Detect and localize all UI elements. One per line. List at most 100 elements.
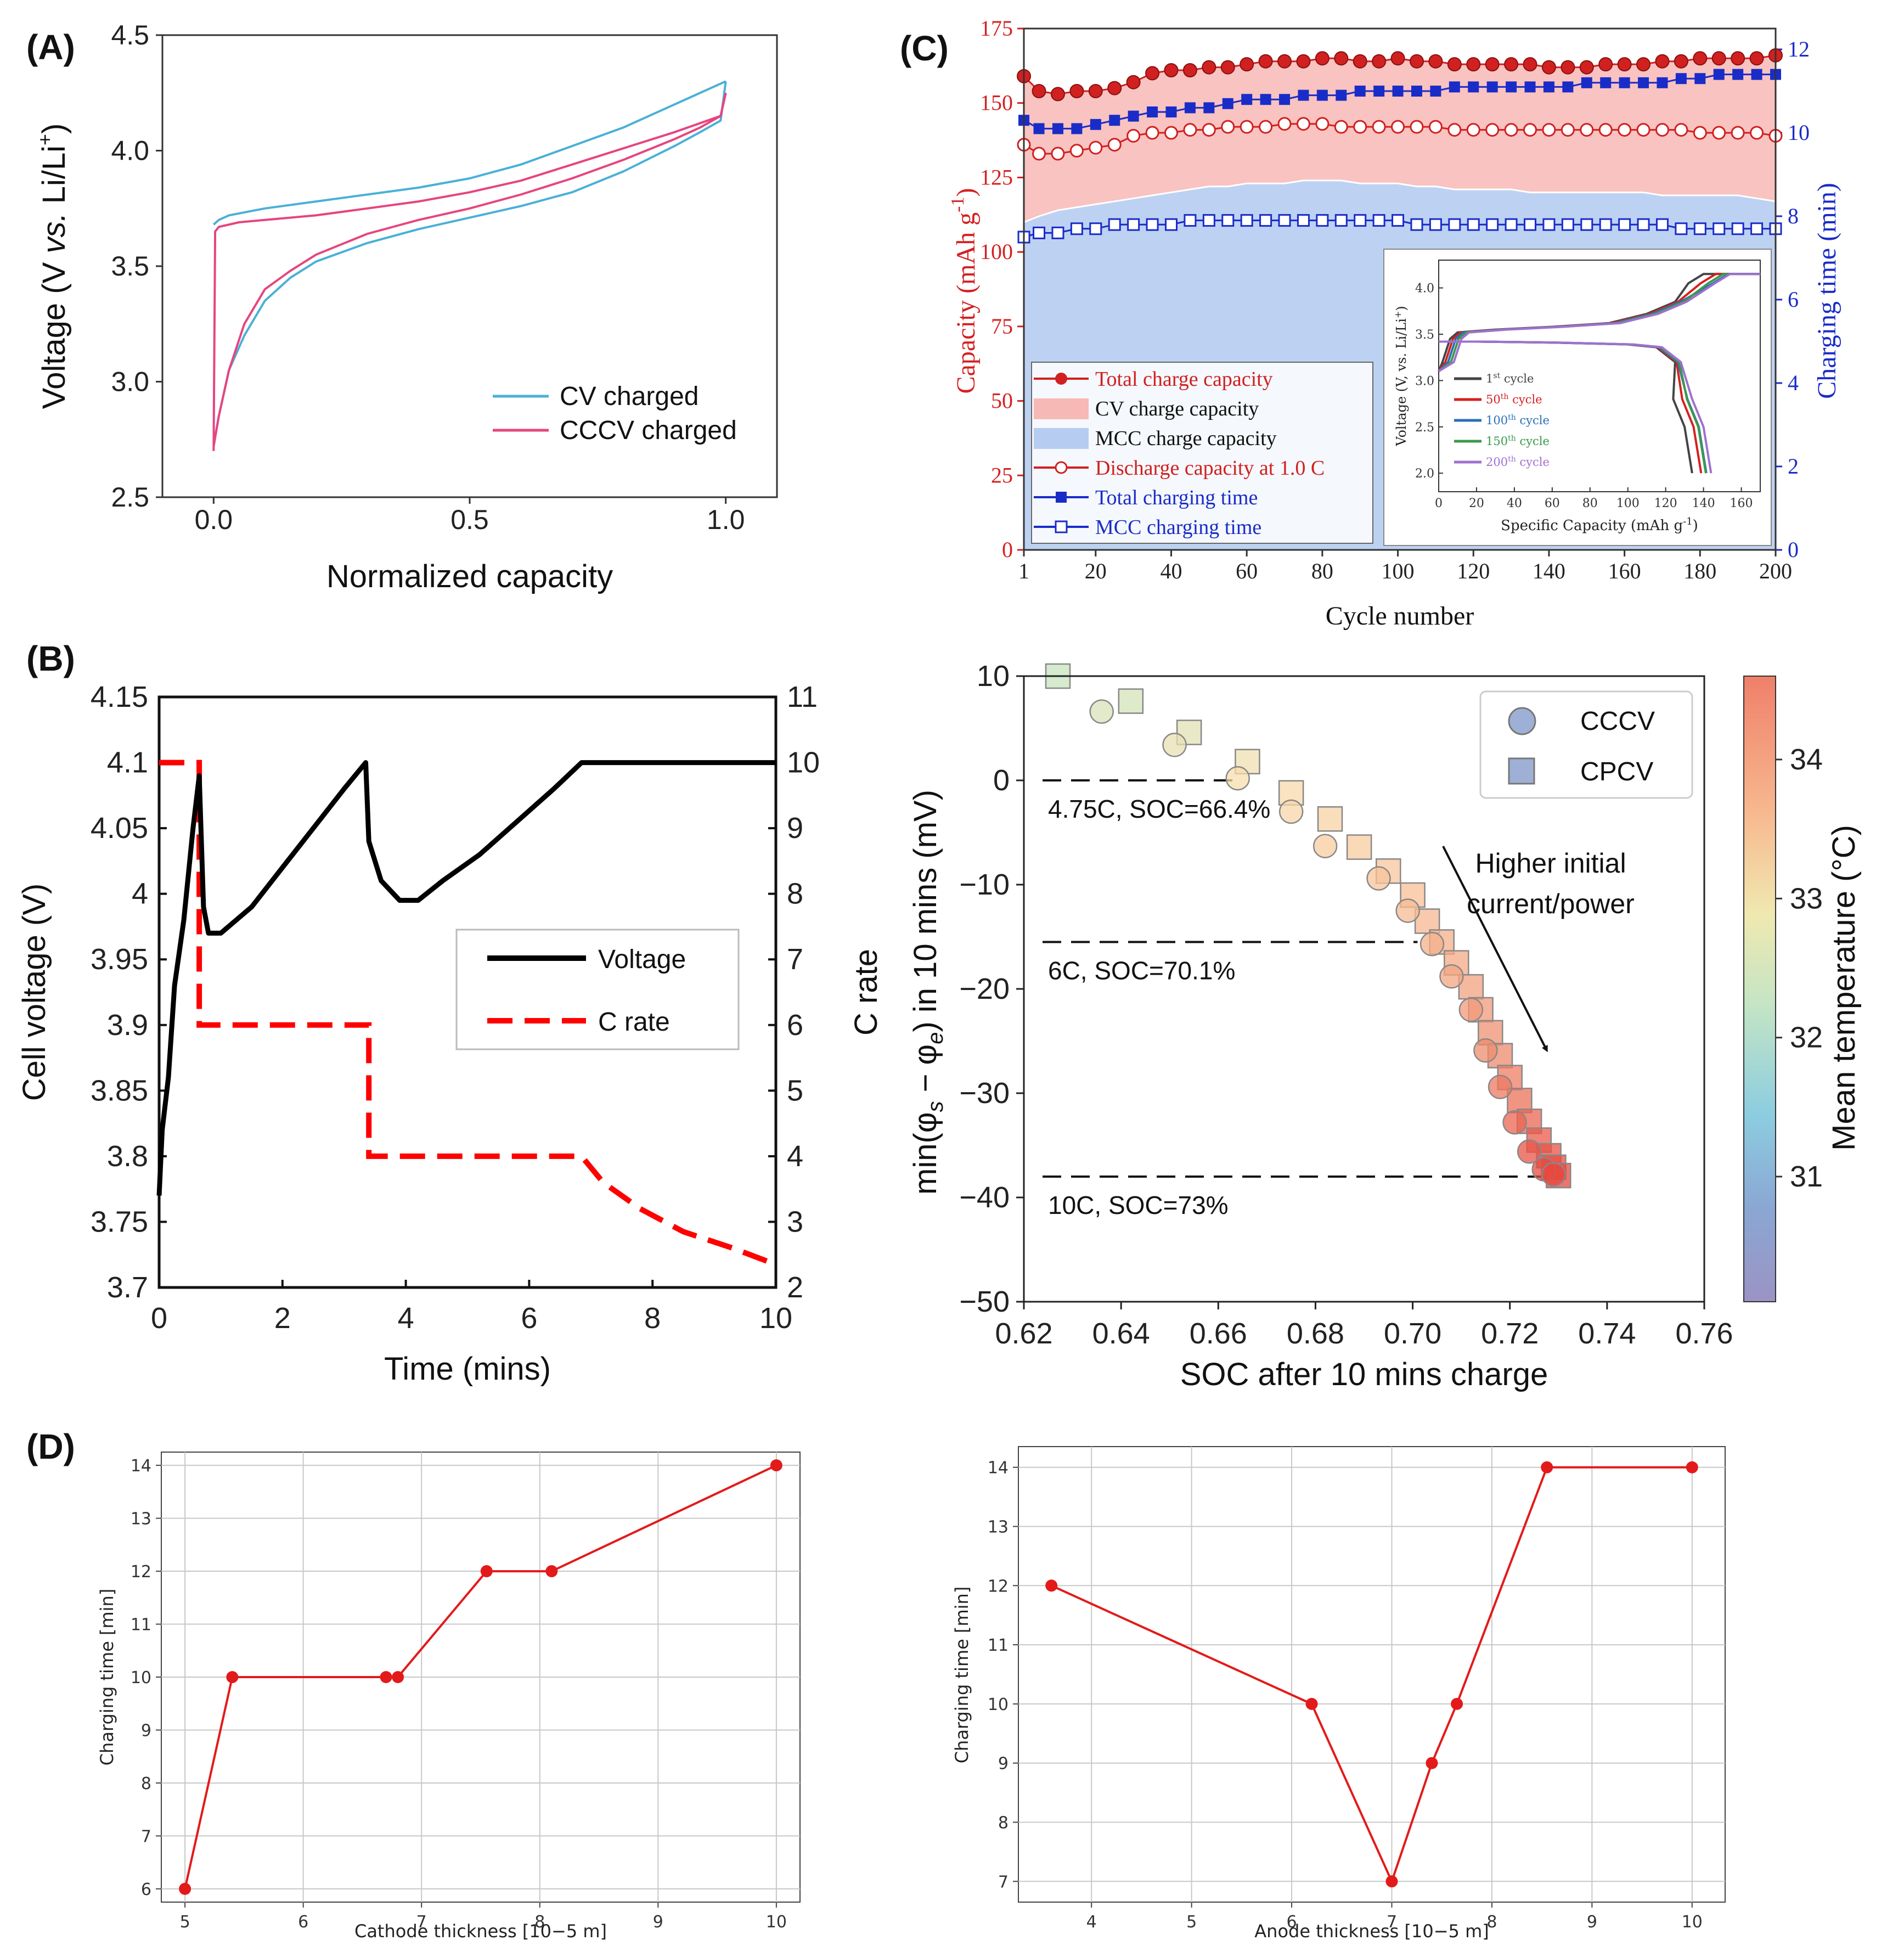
panel-a-series-cv-discharge (212, 81, 727, 447)
legend-label-voltage: Voltage (598, 945, 686, 974)
panel-c-point-discharge (1428, 120, 1443, 134)
panel-c-point-discharge (1712, 126, 1726, 140)
panel-c-ytick-label: 0 (1002, 537, 1013, 562)
panel-d-right-ytick-label: 7 (998, 1872, 1009, 1892)
panel-c-point-discharge (1410, 120, 1424, 134)
panel-c-point-total-time (1657, 77, 1668, 88)
scatter-point-cccv (1439, 964, 1464, 989)
panel-c-point-total-charge (1523, 57, 1537, 72)
panel-b-y2tick-label: 7 (787, 943, 803, 976)
panel-d-left-ytick-label: 10 (131, 1668, 151, 1688)
panel-d-left-xtick-label: 7 (416, 1913, 427, 1932)
scatter-point-cccv (1162, 733, 1187, 757)
panel-c-xtick-label: 140 (1533, 559, 1565, 583)
panel-c-point-total-time (1165, 106, 1177, 117)
panel-d-right-ytick-label: 14 (988, 1459, 1009, 1478)
scatter-point-cccv (1488, 1075, 1513, 1099)
panel-c-lines (1017, 48, 1783, 244)
panel-c-xtick-label: 80 (1311, 559, 1333, 583)
panel-b-y2tick-label: 3 (787, 1205, 803, 1238)
inset-xtick-label: 40 (1507, 497, 1522, 510)
panel-c-point-mcc-time (1693, 222, 1706, 235)
scatter-point-cccv (1419, 932, 1445, 957)
panel-c-xtick-label: 60 (1236, 559, 1258, 583)
panel-d-right-xtick-label: 8 (1486, 1913, 1497, 1932)
colorbar-tick-label: 32 (1790, 1021, 1823, 1054)
panel-c-point-total-charge (1409, 54, 1424, 69)
scatter-legend: CCCV CPCV (1479, 690, 1693, 799)
panel-c-point-mcc-time (1505, 218, 1518, 231)
panel-c-point-discharge (1466, 123, 1480, 137)
panel-d-left-ytick-label: 9 (141, 1721, 151, 1740)
panel-d-right-xlabel: Anode thickness [10−5 m] (1254, 1921, 1489, 1942)
panel-c-ytick-label: 125 (980, 165, 1013, 189)
panel-c-legend-label: Total charge capacity (1095, 368, 1273, 391)
scatter-point-cccv (1225, 766, 1250, 791)
panel-c-point-discharge (1334, 120, 1348, 134)
panel-c-point-total-charge (1485, 57, 1500, 72)
scatter-annotation-label: 4.75C, SOC=66.4% (1048, 795, 1270, 823)
scatter-ytick-label: −50 (959, 1285, 1010, 1318)
panel-d-right-ytick-label: 13 (988, 1518, 1009, 1537)
scatter-xtick-label: 0.76 (1675, 1317, 1733, 1350)
inset-xtick-label: 80 (1582, 497, 1598, 510)
scatter-xtick-label: 0.72 (1481, 1317, 1539, 1350)
panel-c-point-discharge (1731, 126, 1745, 140)
panel-b-ylabel: Cell voltage (V) (16, 884, 52, 1101)
panel-c-point-discharge (1221, 120, 1235, 134)
scatter-frame (1023, 675, 1705, 1303)
panel-c-point-mcc-time (1033, 226, 1046, 239)
scatter-point-cccv (1473, 1038, 1498, 1063)
panel-c-point-total-charge (1390, 51, 1405, 66)
legend-label-crate: C rate (598, 1008, 670, 1037)
panel-c-point-mcc-time (1448, 218, 1461, 231)
panel-c-point-total-time (1506, 81, 1517, 93)
panel-d-left-xtick-label: 6 (298, 1913, 308, 1932)
panel-c-point-mcc-time (1334, 214, 1348, 227)
panel-d-left-series-point (226, 1671, 239, 1683)
panel-c-point-total-time (1222, 98, 1233, 109)
panel-d-right-xtick-label: 9 (1587, 1913, 1597, 1932)
panel-b-ytick-label: 3.9 (107, 1009, 148, 1042)
panel-c-ytick-label: 75 (991, 314, 1013, 339)
panel-d-right-series-point (1426, 1757, 1438, 1769)
panel-c-point-total-charge (1466, 57, 1481, 72)
panel-c-point-discharge (1485, 123, 1500, 137)
panel-c-point-discharge (1202, 123, 1216, 137)
inset-ylabel: Voltage (V, vs. Li/Li+) (1393, 306, 1409, 446)
panel-d-left-series-point (770, 1459, 782, 1472)
panel-c-point-total-charge (1088, 84, 1103, 98)
inset-ytick-label: 2.0 (1415, 467, 1434, 481)
panel-c-y2tick-label: 4 (1788, 370, 1799, 395)
panel-c-point-total-charge (1145, 66, 1160, 81)
panel-c-point-discharge (1655, 123, 1669, 137)
inset-legend-label: 100th cycle (1486, 413, 1550, 427)
panel-b-ytick-label: 3.7 (107, 1271, 148, 1304)
colorbar-tick-label: 34 (1790, 743, 1823, 776)
panel-d-right-series-point (1385, 1875, 1398, 1888)
panel-c-point-total-charge (1447, 57, 1462, 72)
panel-c-xtick-label: 100 (1382, 559, 1415, 583)
panel-c-point-discharge (1636, 123, 1650, 137)
panel-c-point-total-time (1354, 86, 1366, 97)
panel-c-legend-label: MCC charge capacity (1095, 427, 1277, 450)
panel-c-point-total-charge (1693, 51, 1708, 66)
panel-c-area-boundary (1023, 179, 1776, 223)
panel-b-ticks: 0 2 4 6 8 10 3.7 3.75 3.8 3.85 3.9 3.95 4 4.05 4.1 4.15… (91, 680, 820, 1335)
inset-legend-label: 50th cycle (1486, 392, 1542, 406)
panel-c-point-discharge (1693, 126, 1707, 140)
panel-c-point-mcc-time (1561, 218, 1574, 231)
panel-d-right-frame (1018, 1446, 1726, 1903)
panel-c-y2tick-label: 6 (1788, 287, 1799, 312)
panel-c-point-mcc-time (1618, 218, 1631, 231)
panel-c-point-total-charge (1617, 57, 1632, 72)
panel-c-ticks: 1 20 40 60 80 100 120 140 160 180 2000255075100125… (980, 16, 1810, 583)
panel-b-ytick-label: 3.85 (91, 1074, 148, 1107)
panel-b-legend: Voltage C rate (455, 929, 740, 1050)
inset-ytick-label: 3.5 (1415, 328, 1434, 342)
scatter-annotation-label: 6C, SOC=70.1% (1048, 957, 1235, 985)
scatter-annotation-label: 10C, SOC=73% (1048, 1191, 1229, 1219)
panel-c-point-discharge (1051, 147, 1065, 161)
panel-c-point-discharge (1089, 140, 1103, 155)
panel-c-point-mcc-time (1354, 214, 1367, 227)
